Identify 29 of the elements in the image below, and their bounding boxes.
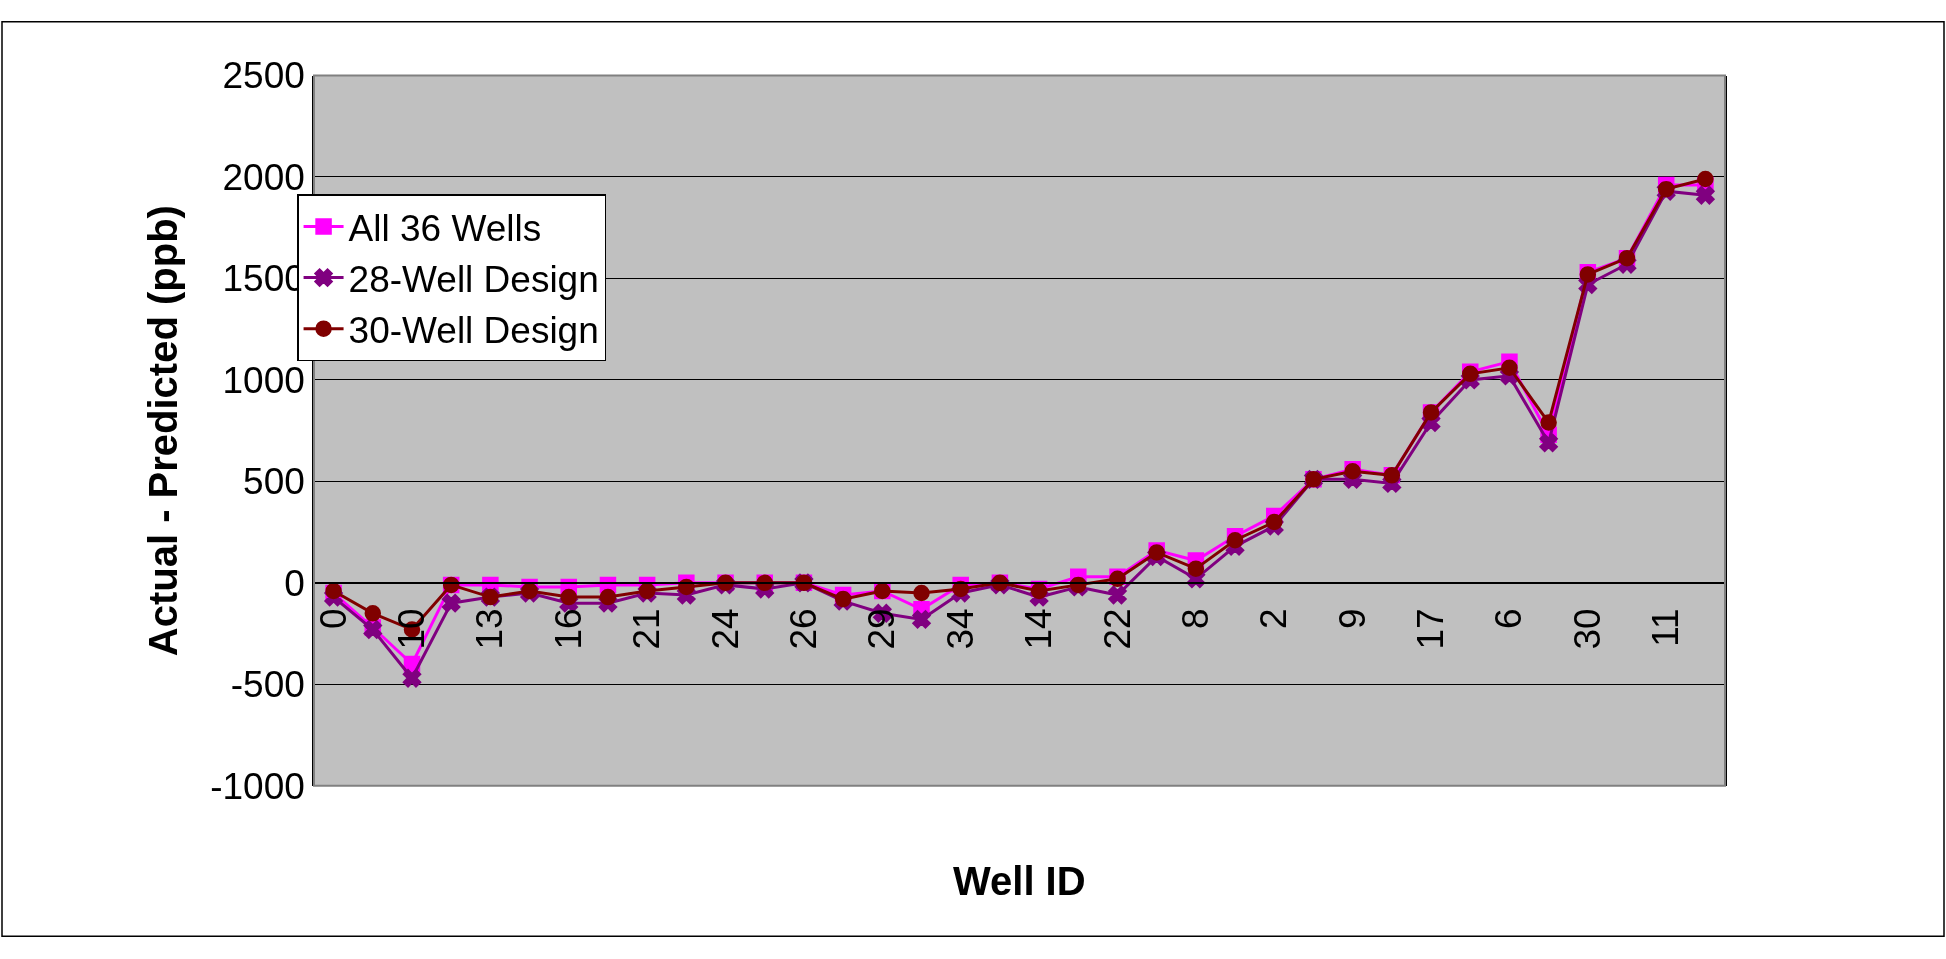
x-tick-label: 17 (1410, 608, 1452, 650)
y-tick-label: -1000 (210, 765, 305, 807)
x-tick-label: 10 (391, 608, 433, 650)
x-tick-label: 22 (1096, 608, 1138, 650)
x-tick-label: 24 (704, 608, 746, 650)
legend-label: 30-Well Design (348, 310, 599, 352)
x-tick-label: 21 (626, 608, 668, 650)
y-tick-label: 500 (243, 461, 305, 503)
y-tick-label: 2000 (222, 156, 305, 198)
y-tick-label: 2500 (222, 55, 305, 97)
x-tick-label: 16 (547, 608, 589, 650)
x-tick-label: 14 (1018, 608, 1060, 650)
legend-label: 28-Well Design (348, 259, 599, 300)
x-tick-label: 2 (1253, 608, 1295, 629)
x-tick-label: 13 (469, 608, 511, 650)
x-tick-label: 29 (861, 608, 903, 650)
y-tick-label: -500 (230, 664, 305, 706)
y-axis-title: Actual - Predicted (ppb) (141, 205, 186, 657)
x-axis-title: Well ID (953, 859, 1086, 903)
x-tick-label: 8 (1174, 608, 1216, 629)
legend-label: All 36 Wells (348, 207, 542, 249)
y-tick-label: 1000 (222, 359, 305, 401)
x-tick-label: 11 (1645, 608, 1687, 647)
x-tick-label: 6 (1488, 608, 1530, 629)
x-tick-label: 34 (939, 608, 981, 650)
x-tick-label: 9 (1331, 608, 1373, 629)
x-tick-label: 30 (1566, 608, 1608, 650)
x-tick-label: 26 (782, 608, 824, 650)
x-tick-label: 0 (312, 608, 354, 629)
